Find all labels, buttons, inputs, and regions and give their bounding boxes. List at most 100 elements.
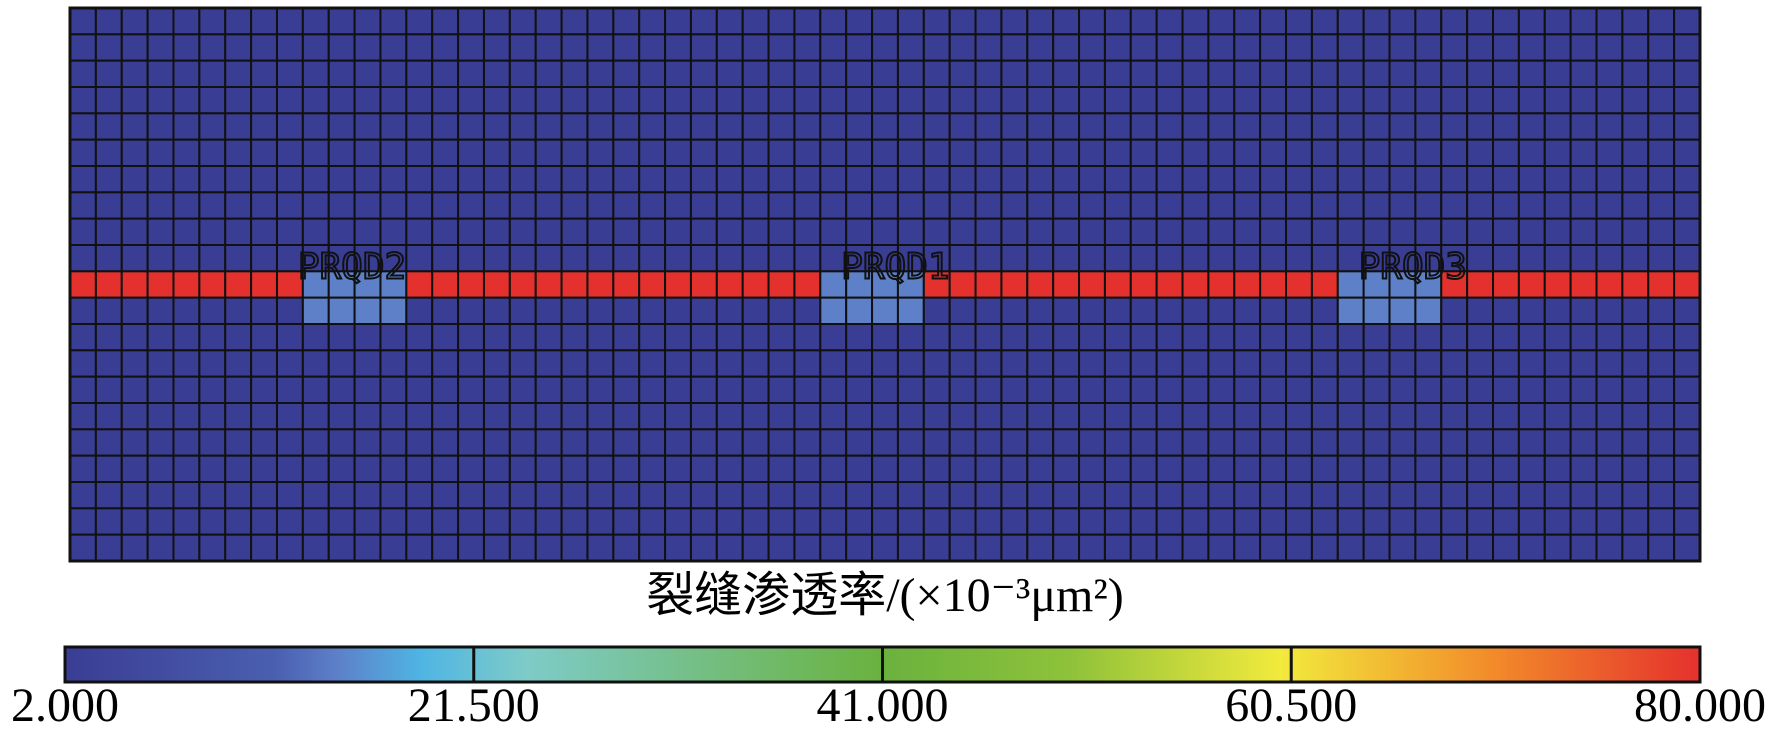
- cell: [1336, 296, 1365, 325]
- cell: [146, 138, 175, 168]
- cell: [1621, 507, 1650, 536]
- cell: [1310, 165, 1339, 194]
- cell: [948, 33, 977, 62]
- cell: [1517, 507, 1546, 536]
- cell: [586, 428, 615, 457]
- cell: [508, 481, 537, 510]
- cell: [275, 323, 304, 352]
- cell: [482, 402, 511, 431]
- cell: [1673, 270, 1701, 299]
- cell: [1569, 270, 1598, 299]
- cell: [172, 533, 201, 563]
- cell: [1052, 533, 1081, 563]
- cell: [845, 533, 874, 563]
- cell: [1078, 507, 1106, 536]
- cell: [327, 454, 356, 483]
- cell: [1569, 7, 1598, 36]
- cell: [224, 244, 253, 273]
- cell: [1673, 59, 1701, 89]
- cell: [94, 244, 123, 273]
- cell: [948, 217, 977, 247]
- cell: [1517, 375, 1546, 404]
- cell: [948, 375, 977, 404]
- cell: [1181, 428, 1210, 457]
- cell: [560, 533, 589, 563]
- cell: [1466, 191, 1495, 220]
- cell: [1103, 454, 1132, 483]
- cell: [250, 244, 278, 273]
- cell: [664, 270, 692, 299]
- cell: [1155, 507, 1184, 536]
- cell: [1621, 296, 1650, 325]
- cell: [896, 507, 925, 536]
- cell: [1052, 454, 1081, 483]
- cell: [508, 33, 537, 62]
- cell: [301, 191, 330, 220]
- cell: [1052, 165, 1081, 194]
- cell: [612, 191, 641, 220]
- cell: [767, 402, 796, 431]
- cell: [845, 349, 874, 378]
- well-label: PRQD2: [298, 247, 406, 288]
- cell: [896, 454, 925, 483]
- cell: [948, 165, 977, 194]
- cell: [1285, 402, 1313, 431]
- cell: [1517, 270, 1546, 299]
- cell: [1466, 244, 1495, 273]
- cell: [1052, 191, 1081, 220]
- cell: [482, 323, 511, 352]
- cell: [327, 112, 356, 141]
- cell: [845, 138, 874, 168]
- cell: [94, 481, 123, 510]
- cell: [1026, 7, 1055, 36]
- cell: [1078, 533, 1106, 563]
- cell: [948, 323, 977, 352]
- cell: [1336, 191, 1365, 220]
- cell: [689, 428, 718, 457]
- cell: [1517, 86, 1546, 115]
- cell: [1388, 296, 1417, 325]
- cell: [1155, 533, 1184, 563]
- cell: [508, 533, 537, 563]
- cell: [1259, 296, 1288, 325]
- cell: [69, 375, 97, 404]
- cell: [275, 507, 304, 536]
- cell: [379, 112, 408, 141]
- cell: [379, 138, 408, 168]
- cell: [94, 33, 123, 62]
- cell: [120, 165, 149, 194]
- cell: [1181, 533, 1210, 563]
- cell: [1517, 112, 1546, 141]
- cell: [1026, 533, 1055, 563]
- cell: [120, 296, 149, 325]
- cell: [664, 402, 692, 431]
- cell: [1000, 112, 1029, 141]
- cell: [1155, 323, 1184, 352]
- cell: [508, 112, 537, 141]
- cell: [457, 375, 485, 404]
- cell: [1129, 375, 1158, 404]
- cell: [1155, 454, 1184, 483]
- cell: [379, 481, 408, 510]
- cell: [612, 507, 641, 536]
- cell: [198, 138, 227, 168]
- cell: [1492, 33, 1520, 62]
- cell: [172, 86, 201, 115]
- cell: [871, 86, 899, 115]
- cell: [1207, 165, 1236, 194]
- cell: [69, 323, 97, 352]
- cell: [922, 507, 951, 536]
- cell: [896, 375, 925, 404]
- cell: [1595, 191, 1624, 220]
- cell: [172, 244, 201, 273]
- cell: [1517, 402, 1546, 431]
- cell: [819, 165, 848, 194]
- cell: [689, 402, 718, 431]
- cell: [1078, 7, 1106, 36]
- cell: [431, 112, 460, 141]
- cell: [586, 7, 615, 36]
- cell: [1673, 323, 1701, 352]
- cell: [250, 349, 278, 378]
- cell: [1155, 33, 1184, 62]
- cell: [1362, 86, 1391, 115]
